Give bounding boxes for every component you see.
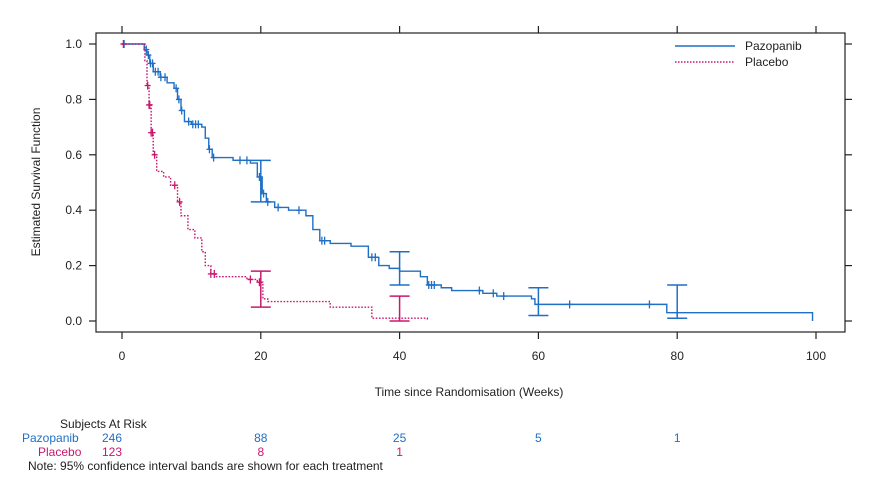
km-curve-placebo xyxy=(122,43,429,321)
ci-bar-pazopanib xyxy=(250,159,271,203)
legend-label-pazopanib: Pazopanib xyxy=(745,39,802,53)
ci-bar-pazopanib xyxy=(667,284,688,319)
axes: 0 20 40 60 80 100 0.0 0.2 0.4 0.6 0.8 1.0 xyxy=(65,26,852,363)
legend: Pazopanib Placebo xyxy=(675,39,802,69)
risk-value-pazopanib: 1 xyxy=(673,431,681,445)
plot-frame xyxy=(95,32,846,333)
risk-value-placebo: 8 xyxy=(257,445,265,459)
x-tick-label: 60 xyxy=(532,349,546,363)
risk-table-title: Subjects At Risk xyxy=(60,417,147,431)
km-curve-pazopanib xyxy=(122,43,814,321)
y-axis-title: Estimated Survival Function xyxy=(29,108,43,257)
risk-row-label-pazopanib: Pazopanib xyxy=(22,431,79,445)
risk-value-placebo: 1 xyxy=(396,445,403,459)
ci-note: Note: 95% confidence interval bands are … xyxy=(28,459,383,473)
risk-value-pazopanib: 88 xyxy=(254,431,268,445)
y-tick-label: 0.8 xyxy=(65,92,82,106)
y-tick-label: 0.4 xyxy=(65,203,82,217)
x-axis-title: Time since Randomisation (Weeks) xyxy=(375,385,564,399)
ci-bar-pazopanib xyxy=(528,287,549,317)
legend-label-placebo: Placebo xyxy=(745,55,789,69)
risk-value-pazopanib: 246 xyxy=(101,431,123,445)
y-tick-label: 0.6 xyxy=(65,148,82,162)
y-tick-label: 0.2 xyxy=(65,259,82,273)
risk-value-pazopanib: 5 xyxy=(535,431,542,445)
ci-bar-placebo xyxy=(250,270,271,308)
x-tick-label: 20 xyxy=(254,349,268,363)
risk-value-pazopanib: 25 xyxy=(392,431,407,445)
x-tick-label: 80 xyxy=(671,349,685,363)
x-tick-label: 100 xyxy=(806,349,826,363)
risk-value-placebo: 123 xyxy=(101,445,123,459)
series-layer xyxy=(120,40,814,322)
risk-row-label-placebo: Placebo xyxy=(38,445,82,459)
y-tick-label: 0.0 xyxy=(65,314,82,328)
x-tick-label: 40 xyxy=(393,349,407,363)
y-tick-label: 1.0 xyxy=(65,37,82,51)
ci-bar-pazopanib xyxy=(389,251,410,286)
ci-bar-placebo xyxy=(389,295,410,322)
x-tick-label: 0 xyxy=(119,349,126,363)
